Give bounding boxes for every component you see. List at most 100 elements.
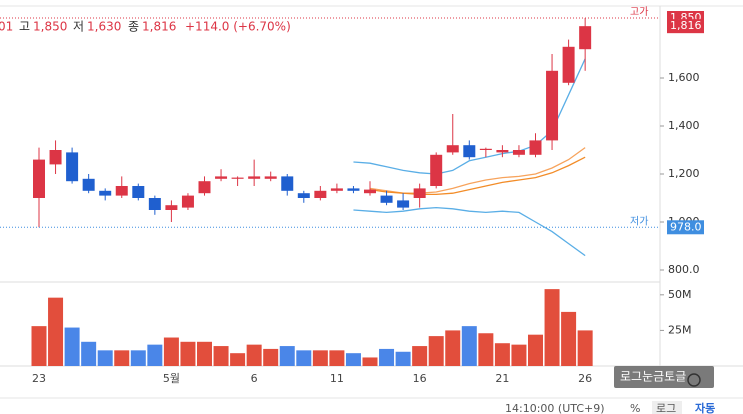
x-tick-label: 11 [330,372,344,385]
candle-body [446,145,459,153]
candle-body [248,176,261,179]
y-tick-label: 1,200 [668,167,700,180]
candle-body [115,186,128,196]
candle-body [66,152,79,182]
candle-body [479,148,492,150]
indicator-line [353,206,586,257]
x-tick-label: 5월 [163,372,180,385]
volume-bar [379,348,395,366]
candle-body [512,150,525,155]
volume-bar [197,341,212,366]
candle-body [264,176,277,179]
y-tick-label: 50M [668,288,692,301]
header-change: +114.0 (+6.70%) [185,20,291,34]
volume-bar [163,337,179,366]
volume-bar [362,357,378,366]
log-icon[interactable] [687,373,701,387]
x-tick-label: 26 [578,372,592,385]
y-tick-label: 800.0 [668,263,700,276]
candle-body [330,188,343,191]
candle-body [529,140,542,155]
toolbar-time: 14:10:00 (UTC+9) [505,402,605,414]
candle-body [198,181,211,194]
candle-body [49,150,62,165]
header-close-name: 종 [128,20,139,34]
x-tick-label: 21 [495,372,509,385]
volume-bar [213,346,229,366]
volume-bar [395,351,411,366]
header-close: 1,816 [142,20,176,34]
volume-bar [461,326,477,366]
volume-bar [246,344,262,366]
y-tick-label: 1,400 [668,119,700,132]
volume-bar [147,344,163,366]
candle-body [148,198,161,210]
candle-body [496,150,509,153]
volume-bar [345,353,361,366]
x-tick-label: 6 [251,372,258,385]
candle-body [397,200,410,208]
candle-body [314,190,327,198]
volume-bar [31,326,47,366]
candle-body [430,154,443,186]
volume-bar [494,343,510,366]
volume-bar [230,353,246,366]
header-high: 1,850 [33,20,67,34]
volume-bar [478,333,494,366]
volume-bar [114,350,130,366]
price-label-bg [667,19,704,34]
candle-body [413,188,426,198]
volume-bar [279,346,295,366]
candle-body [297,193,310,198]
volume-bar [312,350,328,366]
x-tick-label: 16 [413,372,427,385]
auto-button[interactable]: 자동 [695,401,715,414]
log-button[interactable]: 로그 [656,402,676,414]
price-label: 978.0 [670,220,702,233]
candle-body [281,176,294,191]
volume-bar [428,336,444,366]
volume-bar [130,350,146,366]
candle-body [33,159,45,198]
volume-bar [511,344,527,366]
candle-body [165,205,178,210]
volume-bar [263,348,279,366]
volume-bar [528,334,543,366]
candle-body [347,188,360,191]
candle-body [231,177,244,179]
header: 01 고 1,850 저 1,630 종 1,816 +114.0 (+6.70… [0,20,291,34]
price-label-bg [667,220,704,235]
volume-bar [561,311,577,366]
candle-body [364,189,376,194]
indicator-line [369,156,586,196]
candle-body [463,145,476,158]
candle-body [181,195,194,208]
volume-bar [445,330,461,366]
price-label: 1,816 [670,19,702,32]
candle-body [82,178,95,191]
volume-bar [577,330,593,366]
percent-button[interactable]: % [630,402,640,414]
volume-bar [180,341,196,366]
tooltip-text: 로그눈금토글 [620,370,686,384]
price-ref-name: 저가 [630,215,648,227]
log-button-bg[interactable] [652,401,682,414]
y-tick-label: 25M [668,323,692,336]
volume-bar [48,297,64,366]
candle-body [215,176,228,179]
header-cut: 01 [0,20,13,34]
volume-bar [81,341,97,366]
candle-body [132,186,145,198]
candle-body [579,26,592,50]
header-low-name: 저 [73,20,84,34]
header-high-name: 고 [19,20,30,34]
volume-bar [97,350,113,366]
volume-bar [329,350,345,366]
candle-body [562,46,575,83]
header-low: 1,630 [87,20,121,34]
candle-body [99,190,112,196]
candle-body [546,70,559,141]
volume-bar [64,327,80,366]
price-ref-name: 고가 [630,6,648,18]
